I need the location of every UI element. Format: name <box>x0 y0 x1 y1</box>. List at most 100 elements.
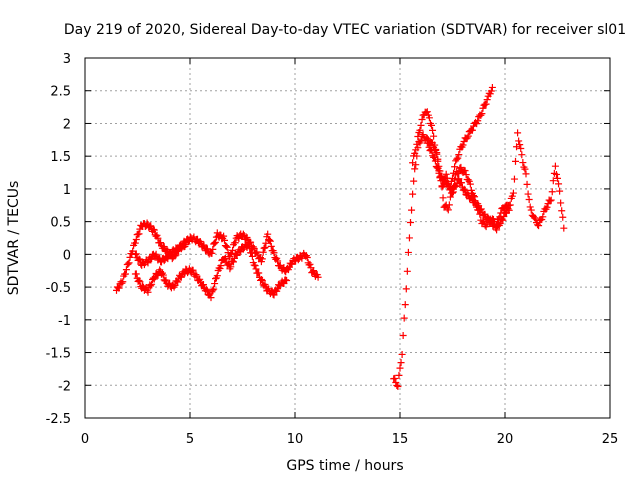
data-point <box>157 239 165 247</box>
data-point <box>400 314 408 322</box>
data-point <box>202 285 210 293</box>
data-point <box>303 254 311 262</box>
data-point <box>487 87 495 95</box>
data-point <box>454 154 462 162</box>
data-point <box>260 244 268 252</box>
data-point <box>425 114 433 122</box>
data-point <box>391 374 399 382</box>
data-point <box>535 222 543 230</box>
data-point <box>221 254 229 262</box>
data-point <box>122 266 130 274</box>
data-point <box>477 205 485 213</box>
data-point <box>521 165 529 173</box>
data-point <box>272 255 280 263</box>
data-point <box>261 243 269 251</box>
data-point <box>440 175 448 183</box>
data-point <box>306 260 314 268</box>
data-point <box>534 221 542 229</box>
data-point <box>135 230 143 238</box>
data-point <box>257 275 265 283</box>
data-point <box>211 239 219 247</box>
data-point <box>115 284 123 292</box>
data-point <box>488 83 496 91</box>
data-point <box>217 262 225 270</box>
data-point <box>539 213 547 221</box>
data-point <box>524 190 532 198</box>
data-point <box>428 147 436 155</box>
x-tick-label: 25 <box>602 432 619 447</box>
data-point <box>451 163 459 171</box>
data-point <box>459 141 467 149</box>
data-point <box>512 157 519 165</box>
data-point <box>518 151 526 159</box>
data-point <box>248 249 255 257</box>
data-point <box>131 239 139 247</box>
data-point <box>255 269 263 277</box>
data-point <box>221 236 228 244</box>
data-point <box>514 129 522 137</box>
data-point <box>221 242 229 250</box>
data-point <box>548 188 556 196</box>
data-point <box>416 126 424 134</box>
data-point <box>508 192 516 200</box>
data-point <box>174 278 182 286</box>
y-tick-label: -0.5 <box>46 281 71 296</box>
data-point <box>180 270 188 278</box>
data-point <box>559 213 567 221</box>
data-point <box>517 145 525 153</box>
data-point <box>398 350 406 358</box>
data-point <box>423 108 431 116</box>
x-tick-label: 10 <box>287 432 304 447</box>
y-tick-label: 2 <box>63 117 71 132</box>
data-point <box>424 139 432 147</box>
data-point <box>467 186 475 194</box>
data-point <box>474 117 482 125</box>
data-point <box>418 115 426 123</box>
data-point <box>404 248 412 256</box>
data-point <box>135 255 143 263</box>
data-point <box>515 137 523 145</box>
data-point <box>393 381 401 389</box>
data-point <box>522 170 530 178</box>
data-point <box>150 226 158 234</box>
data-point <box>274 257 282 265</box>
data-point <box>118 279 126 287</box>
grid-lines <box>85 58 610 418</box>
data-point <box>458 179 465 187</box>
data-point <box>403 267 411 275</box>
data-point <box>554 174 561 182</box>
data-point <box>148 280 156 288</box>
data-point <box>392 379 400 387</box>
y-tick-label: 0.5 <box>50 216 71 231</box>
data-point <box>484 213 492 221</box>
data-point <box>258 255 266 263</box>
data-point <box>246 245 254 253</box>
data-point <box>531 214 539 222</box>
data-point <box>510 175 518 183</box>
data-point <box>482 100 490 108</box>
data-point <box>408 206 416 214</box>
data-point <box>262 239 270 247</box>
data-point <box>449 189 456 197</box>
data-point <box>411 165 419 173</box>
data-point <box>409 190 417 198</box>
data-point <box>126 253 134 261</box>
data-point <box>493 221 501 229</box>
data-point <box>220 232 228 240</box>
data-point <box>546 197 554 205</box>
series-track-a <box>113 219 322 294</box>
data-point <box>236 248 244 256</box>
x-tick-label: 0 <box>81 432 89 447</box>
data-point <box>199 281 207 289</box>
data-point <box>444 179 452 187</box>
data-point <box>397 359 405 367</box>
data-point <box>270 291 278 299</box>
data-point <box>170 248 178 256</box>
data-point <box>519 159 527 167</box>
data-point <box>455 151 463 159</box>
data-point <box>409 159 417 167</box>
data-point <box>124 260 132 268</box>
chart-title: Day 219 of 2020, Sidereal Day-to-day VTE… <box>64 22 626 38</box>
data-point <box>555 180 563 188</box>
data-point <box>552 170 560 178</box>
